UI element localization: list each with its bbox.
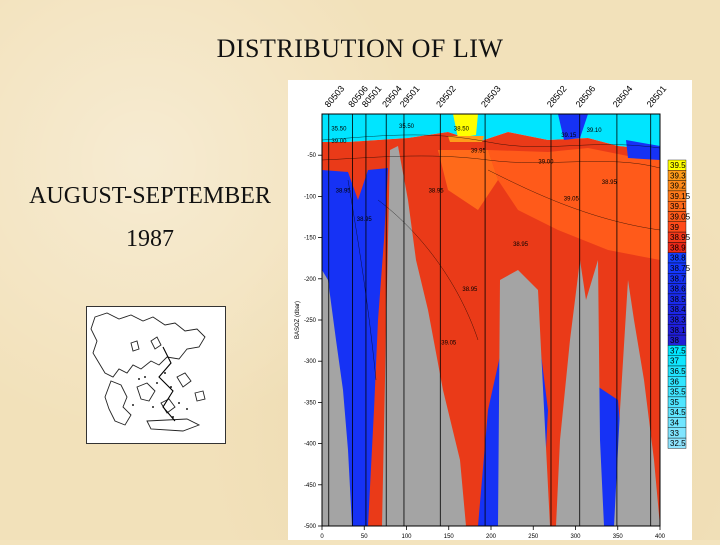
station-label: 29503 — [479, 84, 503, 110]
isoline-label: 38.95 — [602, 180, 618, 186]
colorbar-label: 35.5 — [670, 388, 686, 397]
colorbar-label: 38.8 — [670, 254, 686, 263]
salinity-section-figure: 35.50 35.50 38.50 39.00 39.95 39.00 39.10 39.15… — [288, 80, 692, 540]
colorbar-label: 39.1 — [670, 202, 686, 211]
x-tick-label: 150 — [444, 534, 455, 540]
x-tick-label: 250 — [528, 534, 539, 540]
isoline-label: 35.50 — [399, 124, 415, 130]
colorbar-label: 39.5 — [670, 161, 686, 170]
isoline-label: 38.95 — [429, 188, 445, 194]
colorbar-swatch — [667, 437, 687, 449]
x-tick-label: 300 — [570, 534, 581, 540]
isoline-label: 39.15 — [561, 133, 577, 139]
colorbar-label: 33 — [670, 429, 679, 438]
slide-subtitle-period: AUGUST-SEPTEMBER — [29, 183, 271, 209]
colorbar-label: 39 — [670, 223, 679, 232]
isoline-label: 39.95 — [471, 149, 487, 155]
y-tick-label: -400 — [304, 442, 317, 448]
slide-subtitle-year: 1987 — [126, 226, 174, 252]
colorbar-label: 32.5 — [670, 439, 686, 448]
colorbar-label: 35 — [670, 398, 679, 407]
isoline-label: 38.95 — [513, 242, 529, 248]
isoline-label: 39.10 — [587, 128, 603, 134]
colorbar-label: 36 — [670, 377, 679, 386]
colorbar-label: 34.5 — [670, 408, 686, 417]
isoline — [321, 155, 661, 169]
y-tick-label: -500 — [304, 524, 317, 530]
salinity-section-svg: 35.50 35.50 38.5039.0039.9539.0039.1039.15… — [295, 84, 691, 540]
station-label: 28502 — [545, 84, 569, 110]
location-map — [86, 306, 226, 444]
colorbar-label: 38.9 — [670, 243, 686, 252]
isoline-label: 39.00 — [538, 159, 554, 165]
y-tick-label: -300 — [304, 359, 317, 365]
isoline — [347, 179, 377, 381]
isoline — [487, 169, 661, 231]
isoline-label: 38.95 — [357, 217, 373, 223]
x-tick-label: 400 — [655, 534, 666, 540]
station-label: 29502 — [434, 84, 458, 110]
x-tick-label: 100 — [401, 534, 412, 540]
y-tick-label: -200 — [304, 277, 317, 283]
colorbar-label: 39.05 — [670, 213, 691, 222]
station-label: 80503 — [323, 84, 347, 110]
y-axis-label: BASOZ (dbar) — [295, 301, 301, 339]
colorbar-label: 39.2 — [670, 182, 686, 191]
colorbar-label: 37 — [670, 357, 679, 366]
y-tick-label: -250 — [304, 318, 317, 324]
isoline-label: 38.95 — [462, 287, 478, 293]
colorbar-label: 38.1 — [670, 326, 686, 335]
station-label: 29501 — [398, 84, 422, 110]
colorbar-label: 34 — [670, 419, 679, 428]
isoline-label: 38.50 — [454, 126, 470, 132]
colorbar-label: 38.75 — [670, 264, 691, 273]
x-tick-label: 50 — [361, 534, 368, 540]
y-tick-label: -450 — [304, 483, 317, 489]
colorbar-label: 39.3 — [670, 171, 686, 180]
y-tick-label: -150 — [304, 236, 317, 242]
colorbar-label: 38.6 — [670, 285, 686, 294]
topography-mask — [322, 146, 660, 526]
isoline-label: 39.05 — [441, 341, 457, 347]
colorbar-label: 38.95 — [670, 233, 691, 242]
y-tick-label: -50 — [307, 153, 316, 159]
station-label: 28506 — [574, 84, 598, 110]
greece-map-icon — [90, 312, 206, 432]
colorbar-label: 38 — [670, 336, 679, 345]
x-tick-label: 350 — [613, 534, 624, 540]
slide-title: DISTRIBUTION OF LIW — [216, 34, 504, 63]
y-tick-label: -100 — [304, 194, 317, 200]
yellow-core — [448, 114, 484, 142]
colorbar-label: 37.5 — [670, 346, 686, 355]
isoline-label: 35.50 — [331, 126, 347, 132]
station-label: 28501 — [645, 84, 669, 110]
y-tick-label: -350 — [304, 400, 317, 406]
station-label: 28504 — [611, 84, 635, 110]
isoline-label: 39.00 — [331, 139, 347, 145]
x-tick-label: 200 — [486, 534, 497, 540]
colorbar-label: 38.3 — [670, 316, 686, 325]
isoline-label: 39.05 — [564, 197, 580, 203]
x-tick-label: 0 — [320, 534, 324, 540]
colorbar-label: 38.7 — [670, 274, 686, 283]
isoline — [377, 199, 479, 341]
colorbar-label: 36.5 — [670, 367, 686, 376]
colorbar-label: 39.15 — [670, 192, 691, 201]
colorbar-label: 38.5 — [670, 295, 686, 304]
isoline — [321, 134, 661, 149]
isoline-label: 38.95 — [336, 188, 352, 194]
colorbar-label: 38.4 — [670, 305, 686, 314]
